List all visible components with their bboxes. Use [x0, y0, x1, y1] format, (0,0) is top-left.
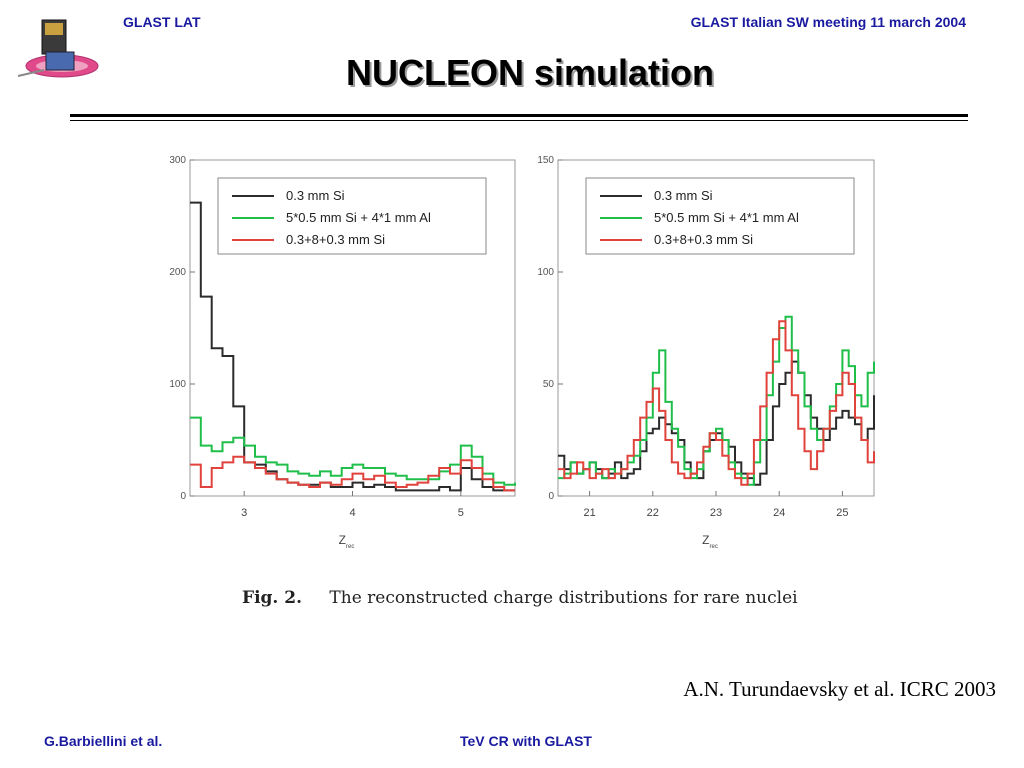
series-line-2	[190, 416, 516, 486]
y-tick-label: 200	[169, 267, 186, 278]
legend-label: 0.3 mm Si	[286, 188, 345, 203]
y-tick-label: 300	[169, 155, 186, 166]
x-axis-label: Zrec	[702, 533, 718, 550]
x-tick-label: 25	[836, 507, 848, 519]
satellite-logo	[14, 14, 104, 88]
footer-left: G.Barbiellini et al.	[44, 733, 163, 749]
series-line-3	[190, 455, 515, 492]
legend-label: 0.3+8+0.3 mm Si	[654, 232, 753, 247]
x-tick-label: 23	[710, 507, 722, 519]
x-tick-label: 21	[583, 507, 595, 519]
legend-box	[217, 177, 487, 255]
chart-panel-1: 0 100 200 300 3 4 5 Zrec 0.3 mm Si 5*0.5 mm Si + …	[169, 155, 516, 550]
footer-center: TeV CR with GLAST	[460, 733, 592, 749]
header-left-label: GLAST LAT	[123, 14, 201, 30]
charge-distribution-chart: 0 100 200 300 3 4 5 Zrec 0.3 mm Si 5*0.5 mm Si + …	[169, 155, 875, 550]
x-tick-label: 4	[349, 507, 355, 519]
figure-panels: 0 100 200 300 3 4 5 Zrec 0.3 mm Si 5*0.5 mm Si + …	[150, 148, 882, 568]
x-axis-label-subscript: rec	[346, 544, 354, 550]
figure-number: Fig. 2.	[242, 588, 302, 608]
y-tick-label: 100	[537, 267, 554, 278]
x-tick-label: 5	[458, 507, 464, 519]
y-tick-label: 100	[169, 379, 186, 390]
legend-label: 0.3 mm Si	[654, 188, 713, 203]
title-divider-thick	[70, 114, 968, 117]
legend-box	[585, 177, 855, 255]
y-tick-label: 0	[548, 491, 554, 502]
series-line-3	[558, 320, 875, 486]
legend-label: 5*0.5 mm Si + 4*1 mm Al	[654, 210, 799, 225]
x-axis-label: Zrec	[339, 533, 355, 550]
series-line-1	[190, 201, 515, 492]
x-axis-label-subscript: rec	[710, 544, 718, 550]
header-right-label: GLAST Italian SW meeting 11 march 2004	[690, 14, 966, 30]
x-tick-label: 24	[773, 507, 785, 519]
chart-panel-2: 0 50 100 150 21 22 23 24 25 Zrec 0.3 mm Si 5*0.5 mm…	[537, 155, 875, 550]
y-tick-label: 150	[537, 155, 554, 166]
y-tick-label: 0	[180, 491, 186, 502]
figure-caption: Fig. 2. The reconstructed charge distrib…	[242, 588, 798, 608]
slide-title: NUCLEON simulation	[345, 52, 714, 93]
figure-caption-text: The reconstructed charge distributions f…	[329, 588, 798, 608]
x-tick-label: 22	[647, 507, 659, 519]
citation: A.N. Turundaevsky et al. ICRC 2003	[683, 677, 996, 701]
title-divider-thin	[70, 120, 968, 121]
legend-label: 0.3+8+0.3 mm Si	[286, 232, 385, 247]
x-tick-label: 3	[241, 507, 247, 519]
y-tick-label: 50	[543, 379, 555, 390]
legend-label: 5*0.5 mm Si + 4*1 mm Al	[286, 210, 431, 225]
